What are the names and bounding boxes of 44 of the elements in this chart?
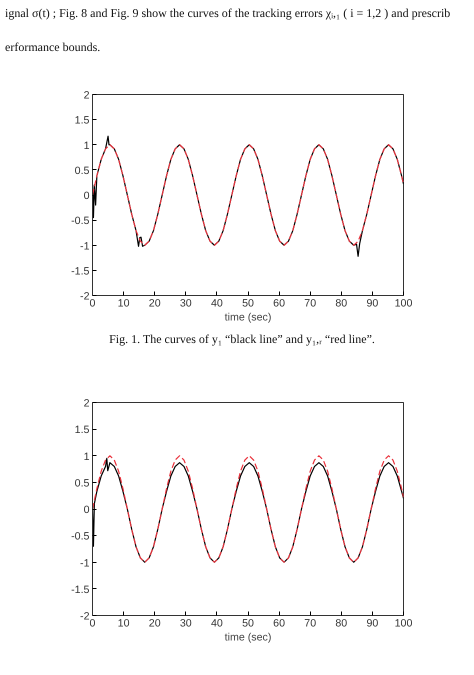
x-tick-label: 70 <box>304 618 316 630</box>
text: ignal σ(t) ; Fig. 8 and Fig. 9 show the curves of the tracking errors χᵢ,₁ ( i = 1,2 ) and prescrib <box>5 5 450 22</box>
x-tick-label: 100 <box>394 298 412 310</box>
x-tick-label: 10 <box>118 618 130 630</box>
x-tick-label: 40 <box>210 298 223 310</box>
x-tick-label: 30 <box>180 298 192 310</box>
x-tick-label: 20 <box>148 618 161 630</box>
y-tick-label: 0.5 <box>74 477 90 490</box>
y-tick-label: -1 <box>80 240 90 252</box>
y-tick-label: -1.5 <box>71 265 90 278</box>
y-tick-label: -0.5 <box>71 215 90 228</box>
y-tick-label: 1.5 <box>74 424 90 436</box>
y-tick-label: 2 <box>84 398 90 410</box>
x-tick-label: 50 <box>242 298 254 310</box>
x-tick-label: 80 <box>335 298 348 310</box>
y-tick-label: -2 <box>80 610 90 622</box>
x-tick-label: 60 <box>273 618 286 630</box>
x-axis-title: time (sec) <box>224 312 272 324</box>
text: erformance bounds. <box>5 39 100 56</box>
y-tick-label: 0 <box>84 190 90 202</box>
x-tick-label: 60 <box>273 298 286 310</box>
y-tick-label: 1 <box>84 140 90 152</box>
y-tick-label: -0.5 <box>71 530 90 543</box>
y-tick-label: -1 <box>80 557 90 570</box>
x-axis-title: time (sec) <box>224 632 272 644</box>
x-tick-label: 50 <box>242 618 254 630</box>
x-tick-label: 30 <box>180 618 192 630</box>
y-tick-label: 1 <box>84 450 90 463</box>
y-tick-label: 0.5 <box>74 164 90 177</box>
x-tick-label: 90 <box>366 618 378 630</box>
y-tick-label: 0 <box>84 504 90 516</box>
x-tick-label: 20 <box>148 298 161 310</box>
x-tick-label: 10 <box>118 298 130 310</box>
x-tick-label: 40 <box>210 618 223 630</box>
caption: Fig. 1. The curves of y₁ “black line” and y₁,ᵣ “red line”. <box>109 331 375 348</box>
line-series <box>92 144 404 246</box>
y-tick-label: -1.5 <box>71 584 90 596</box>
x-tick-label: 90 <box>366 298 378 310</box>
x-tick-label: 80 <box>335 618 348 630</box>
y-tick-label: -2 <box>80 290 90 302</box>
y-tick-label: 1.5 <box>74 114 90 127</box>
x-tick-label: 70 <box>304 298 316 310</box>
x-tick-label: 100 <box>394 618 412 630</box>
y-tick-label: 2 <box>84 90 90 102</box>
